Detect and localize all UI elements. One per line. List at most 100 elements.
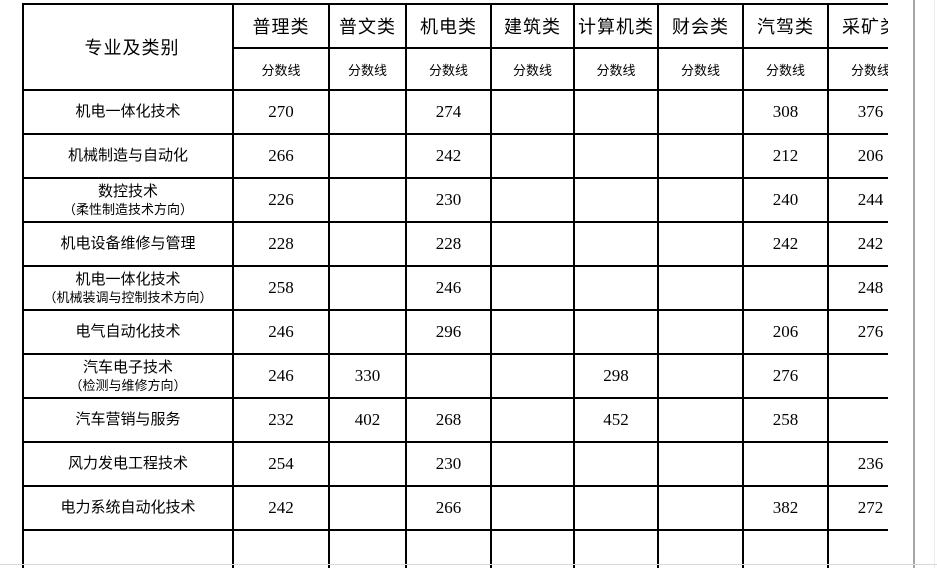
score-cell: [573, 89, 659, 135]
score-cell: 272: [827, 485, 888, 531]
score-cell: [490, 309, 575, 355]
score-cell: 242: [405, 133, 492, 179]
header-cell: 普理类: [232, 3, 330, 49]
score-cell: [490, 265, 575, 311]
major-name: 风力发电工程技术: [67, 455, 188, 472]
subheader-cell: 分数线: [328, 47, 407, 91]
score-cell: [657, 309, 744, 355]
score-cell: [328, 485, 407, 531]
score-cell: [573, 441, 659, 487]
score-cell: [573, 309, 659, 355]
score-cell: [328, 265, 407, 311]
right-edge-line: [934, 0, 935, 568]
major-name-cell: 数控技术 （柔性制造技术方向）: [22, 177, 234, 223]
score-cell: 246: [232, 353, 330, 399]
major-name: 汽车电子技术: [82, 359, 173, 376]
score-cell: [490, 441, 575, 487]
score-cell: 258: [742, 397, 829, 443]
score-cell: 242: [827, 221, 888, 267]
subheader-cell: 分数线: [657, 47, 744, 91]
score-cell: 298: [573, 353, 659, 399]
table-viewport: 专业及类别 普理类 普文类 机电类 建筑类 计算机类 财会类 汽驾类 采矿类 分…: [22, 3, 888, 568]
score-cell: 254: [232, 441, 330, 487]
score-cell: [405, 353, 492, 399]
subheader-cell: 分数线: [827, 47, 888, 91]
page-bottom-edge-line: [0, 564, 937, 565]
subheader-cell: 分数线: [573, 47, 659, 91]
score-cell: [490, 221, 575, 267]
score-cell: [827, 397, 888, 443]
score-cell: [657, 353, 744, 399]
table-row: 机电一体化技术 （机械装调与控制技术方向） 258 246 248: [22, 265, 888, 311]
major-name-cell: 电气自动化技术: [22, 309, 234, 355]
score-cell: 376: [827, 89, 888, 135]
score-cell: 226: [232, 177, 330, 223]
score-cell: [573, 133, 659, 179]
score-cell: [657, 89, 744, 135]
score-cell: 236: [827, 441, 888, 487]
score-cell: 246: [232, 309, 330, 355]
score-cell: [490, 89, 575, 135]
table-row: 风力发电工程技术 254 230 236: [22, 441, 888, 487]
score-cell: 206: [827, 133, 888, 179]
score-cell: 246: [405, 265, 492, 311]
score-cell: [657, 221, 744, 267]
table-row: 电力系统自动化技术 242 266 382 272: [22, 485, 888, 531]
major-name-cell: 机电设备维修与管理: [22, 221, 234, 267]
table-row: 电气自动化技术 246 296 206 276: [22, 309, 888, 355]
header-cell: 财会类: [657, 3, 744, 49]
score-cell: 330: [328, 353, 407, 399]
score-cell: [328, 89, 407, 135]
score-cell: [490, 485, 575, 531]
score-cell: [490, 353, 575, 399]
major-name: 机电设备维修与管理: [60, 235, 196, 252]
major-note: （检测与维修方向）: [69, 377, 187, 393]
major-name-cell: 机电一体化技术 （机械装调与控制技术方向）: [22, 265, 234, 311]
table-row: 机电一体化技术 270 274 308 376: [22, 89, 888, 135]
major-note: （柔性制造技术方向）: [62, 201, 193, 217]
corner-header-cell: 专业及类别: [22, 3, 234, 91]
header-cell: 机电类: [405, 3, 492, 49]
score-cell: 242: [232, 485, 330, 531]
table-row: 机电设备维修与管理 228 228 242 242: [22, 221, 888, 267]
header-cell: 计算机类: [573, 3, 659, 49]
major-name: 机电一体化技术: [75, 103, 181, 120]
major-name-cell: 电力系统自动化技术: [22, 485, 234, 531]
score-cell: [657, 177, 744, 223]
score-cell: 402: [328, 397, 407, 443]
major-name: 数控技术: [97, 183, 158, 200]
major-name-cell: 汽车营销与服务: [22, 397, 234, 443]
score-cell: [657, 441, 744, 487]
score-cell: 276: [742, 353, 829, 399]
score-cell: 228: [405, 221, 492, 267]
major-name-cell: 机电一体化技术: [22, 89, 234, 135]
score-cell: 230: [405, 177, 492, 223]
header-cell: 采矿类: [827, 3, 888, 49]
major-name: 电气自动化技术: [75, 323, 181, 340]
score-cell: 266: [405, 485, 492, 531]
subheader-cell: 分数线: [742, 47, 829, 91]
score-cell: [328, 441, 407, 487]
score-cell: [328, 221, 407, 267]
major-name-cell: 汽车电子技术 （检测与维修方向）: [22, 353, 234, 399]
score-cell: 206: [742, 309, 829, 355]
score-cell: [328, 177, 407, 223]
score-cell: 266: [232, 133, 330, 179]
score-cell: [657, 397, 744, 443]
score-cell: [490, 133, 575, 179]
subheader-cell: 分数线: [405, 47, 492, 91]
table-row: 汽车营销与服务 232 402 268 452 258: [22, 397, 888, 443]
score-cell: 212: [742, 133, 829, 179]
score-cell: 242: [742, 221, 829, 267]
score-cell: 248: [827, 265, 888, 311]
table-row: 汽车电子技术 （检测与维修方向） 246 330 298 276: [22, 353, 888, 399]
score-cell: [490, 177, 575, 223]
score-cell: 274: [405, 89, 492, 135]
major-name-cell: 机械制造与自动化: [22, 133, 234, 179]
table-row: 数控技术 （柔性制造技术方向） 226 230 240 244: [22, 177, 888, 223]
header-cell: 汽驾类: [742, 3, 829, 49]
major-name: 汽车营销与服务: [75, 411, 181, 428]
major-name: 电力系统自动化技术: [60, 499, 196, 516]
score-cell: 268: [405, 397, 492, 443]
